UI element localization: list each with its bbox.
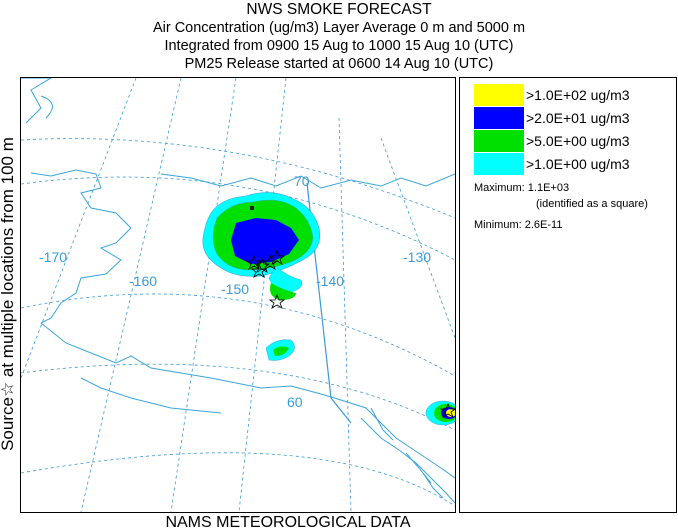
source-star [439,402,455,418]
legend-swatch-green [474,130,524,152]
lon-line-150 [238,78,287,512]
map-svg: 70 60 -170 -160 -150 -140 -130 [21,78,455,512]
legend-swatch-blue [474,107,524,129]
lat-line-70n [21,176,455,261]
legend-label: >1.0E+02 ug/m3 [526,87,630,103]
legend-swatch-yellow [474,84,524,106]
minimum-value: Minimum: 2.6E-11 [474,219,563,231]
subtitle-concentration: Air Concentration (ug/m3) Layer Average … [152,20,526,36]
maximum-value: Maximum: 1.1E+03 [474,182,570,194]
map-panel: 70 60 -170 -160 -150 -140 -130 [20,77,456,513]
coast-alaska-south [40,322,455,479]
subtitle-release: PM25 Release started at 0600 14 Aug 10 (… [184,56,494,72]
page-title: NWS SMOKE FORECAST [246,1,432,18]
plume-blue [231,218,299,264]
legend-label: >5.0E+00 ug/m3 [526,133,630,149]
source-star [268,249,286,265]
maximum-note: (identified as a square) [536,198,648,210]
lon-label-140: -140 [316,273,344,289]
lat-label-70: 70 [294,173,310,189]
smoke-plume-panhandle [425,400,455,426]
legend-panel: >1.0E+02 ug/m3 >2.0E+01 ug/m3 >5.0E+00 u… [459,77,677,513]
lat-line-60n [21,363,455,431]
coast-siberia-2 [40,95,53,119]
source-side-label: Source☆ at multiple locations from 100 m [0,137,17,451]
lon-line-160 [170,78,237,512]
coast-alaska-north [160,173,455,189]
lon-label-170: -170 [39,249,67,265]
lat-line-65n [21,293,455,377]
coast-aleutians [80,377,222,414]
lon-line-140 [338,117,352,512]
plume-southern-green [273,346,289,356]
coast-alaska-west [30,169,132,324]
legend-label: >1.0E+00 ug/m3 [526,156,630,172]
source-star [261,254,279,270]
lon-line-180 [21,78,137,379]
coast-siberia-1 [21,78,52,124]
lon-line-170 [80,78,182,512]
coastline [21,78,455,504]
lon-label-150: -150 [221,281,249,297]
source-markers [245,249,455,418]
lon-line-130 [380,137,455,339]
legend-swatch-cyan [474,153,524,175]
source-star [245,254,263,270]
lat-line-70n-north [21,138,455,219]
lon-label-130: -130 [403,249,431,265]
coast-panhandle-islands [370,407,444,499]
lat-line-55n [21,452,455,507]
alaska-canada-border [306,182,352,424]
source-star [268,293,286,309]
subtitle-integration: Integrated from 0900 15 Aug to 1000 15 A… [164,38,514,54]
coast-panhandle [360,417,455,504]
lat-label-60: 60 [287,394,303,410]
source-star [250,262,268,278]
footer-data-source: NAMS METEOROLOGICAL DATA [165,514,411,531]
smoke-plume-main [202,192,320,300]
maximum-square-marker [250,206,254,210]
graticule [21,78,455,512]
legend-label: >2.0E+01 ug/m3 [526,110,630,126]
lon-label-160: -160 [129,273,157,289]
